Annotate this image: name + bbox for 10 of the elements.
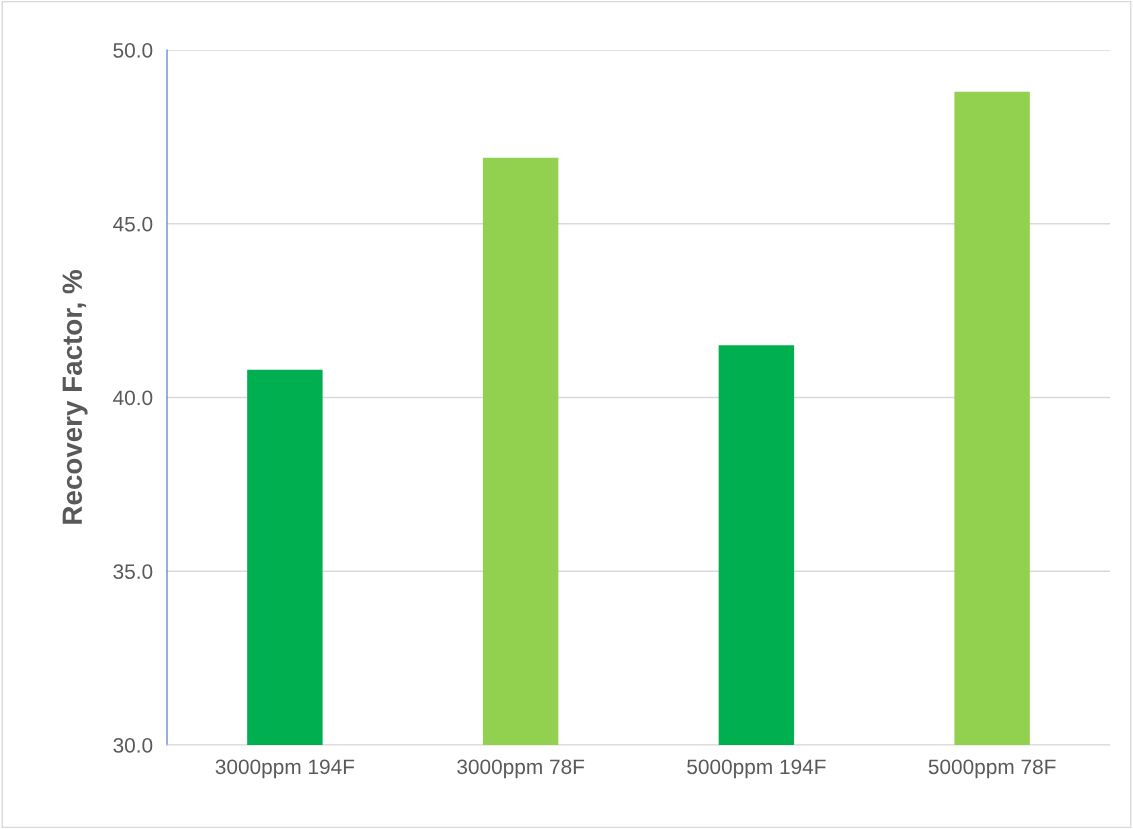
x-tick-label: 3000ppm 194F	[215, 759, 355, 779]
y-tick-label: 40.0	[113, 390, 153, 406]
y-tick-label: 45.0	[113, 216, 153, 232]
y-tick-label: 35.0	[113, 564, 153, 579]
x-tick-label: 5000ppm 78F	[928, 759, 1056, 779]
x-tick-label: 5000ppm 194F	[687, 759, 826, 779]
y-tick-label: 30.0	[113, 738, 153, 753]
x-tick-label: 3000ppm 78F	[457, 759, 585, 779]
y-axis-title: Recovery Factor, %	[62, 270, 88, 524]
y-tick-label: 50.0	[113, 43, 153, 58]
